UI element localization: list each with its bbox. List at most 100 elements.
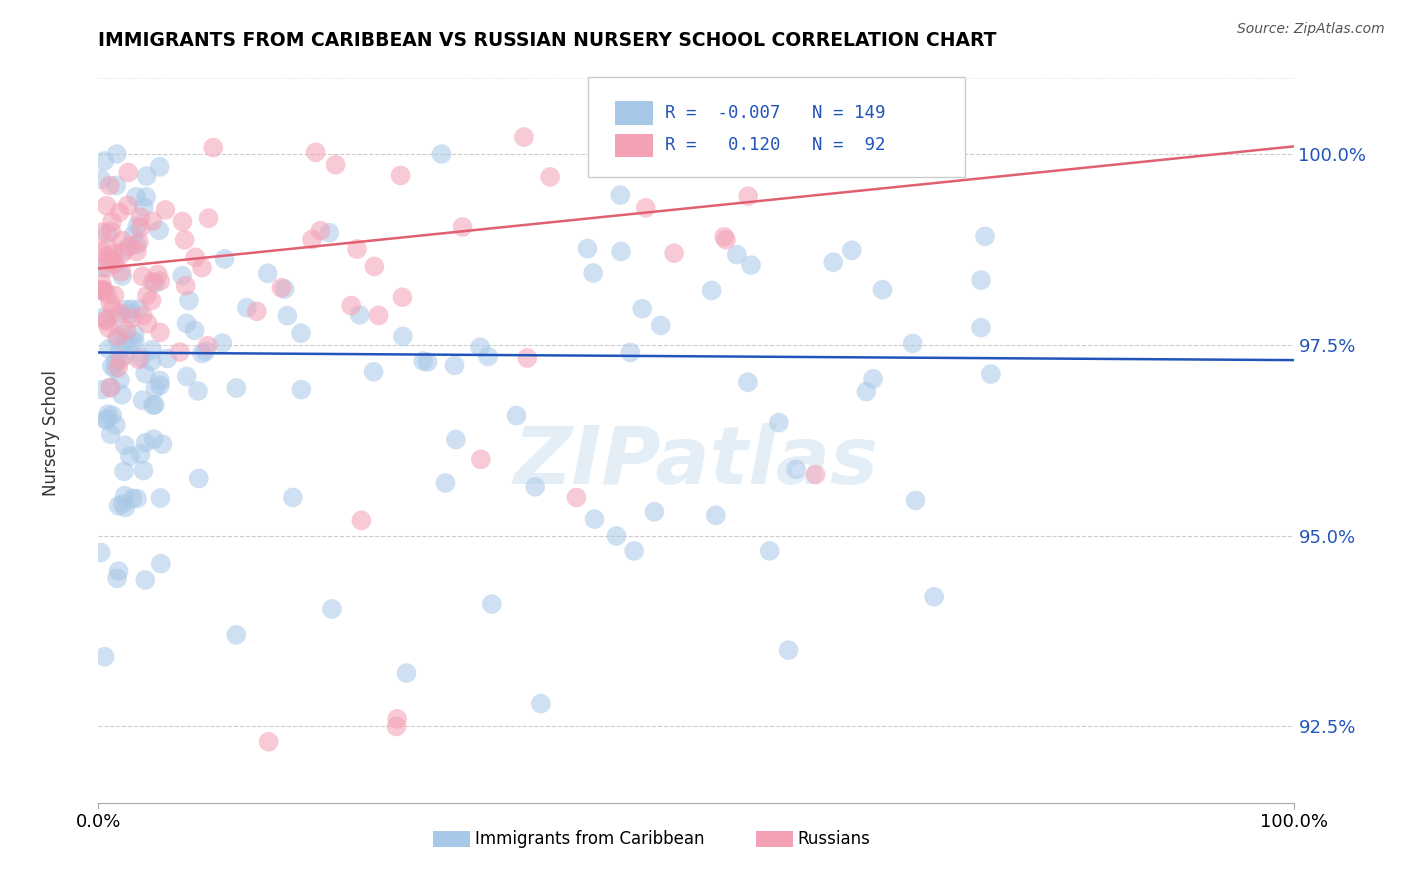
- Point: [96, 413, 118, 427]
- Point: [128, 235, 150, 250]
- Point: [176, 317, 198, 331]
- Point: [197, 339, 219, 353]
- Point: [605, 529, 627, 543]
- Point: [391, 290, 413, 304]
- Point: [129, 447, 152, 461]
- Point: [96, 315, 118, 329]
- Point: [583, 512, 606, 526]
- Point: [101, 252, 124, 267]
- Point: [443, 359, 465, 373]
- Point: [128, 352, 150, 367]
- Point: [96, 250, 118, 264]
- Point: [974, 229, 997, 244]
- Point: [290, 383, 312, 397]
- Point: [93, 283, 115, 297]
- Point: [901, 336, 924, 351]
- Point: [97, 226, 120, 240]
- Point: [169, 345, 191, 359]
- Point: [623, 544, 645, 558]
- Point: [257, 735, 280, 749]
- Point: [97, 254, 120, 268]
- Point: [505, 409, 527, 423]
- Point: [246, 304, 269, 318]
- Point: [100, 359, 122, 374]
- Point: [172, 268, 194, 283]
- Point: [768, 416, 790, 430]
- Point: [713, 230, 735, 244]
- Point: [214, 252, 236, 266]
- Point: [118, 450, 141, 464]
- Point: [97, 321, 120, 335]
- Point: [256, 266, 278, 280]
- Point: [96, 287, 118, 301]
- Point: [149, 274, 172, 288]
- Point: [576, 242, 599, 256]
- Point: [481, 597, 503, 611]
- Point: [110, 307, 132, 321]
- Point: [112, 464, 135, 478]
- Point: [728, 124, 751, 138]
- Point: [172, 214, 194, 228]
- Point: [98, 296, 121, 310]
- Point: [135, 435, 157, 450]
- Point: [105, 571, 128, 585]
- Point: [725, 247, 748, 261]
- Point: [148, 223, 170, 237]
- Point: [141, 354, 163, 368]
- Point: [236, 301, 259, 315]
- Point: [318, 226, 340, 240]
- Point: [135, 169, 157, 183]
- Point: [416, 355, 439, 369]
- Point: [125, 190, 148, 204]
- Point: [131, 269, 153, 284]
- Point: [143, 398, 166, 412]
- Point: [114, 335, 136, 350]
- Point: [114, 349, 136, 363]
- Point: [758, 544, 780, 558]
- Point: [444, 433, 467, 447]
- Point: [276, 309, 298, 323]
- Point: [290, 326, 312, 341]
- Point: [136, 288, 159, 302]
- Point: [273, 282, 295, 296]
- Point: [115, 302, 138, 317]
- Point: [340, 299, 363, 313]
- Point: [631, 301, 654, 316]
- Point: [197, 211, 219, 226]
- Point: [174, 278, 197, 293]
- Point: [121, 491, 143, 506]
- Point: [121, 335, 143, 350]
- Point: [125, 237, 148, 252]
- Point: [91, 383, 114, 397]
- Point: [434, 475, 457, 490]
- Point: [841, 244, 863, 258]
- Point: [105, 178, 128, 193]
- Bar: [614, 134, 652, 157]
- Point: [101, 215, 124, 229]
- Point: [90, 545, 112, 559]
- Point: [634, 201, 657, 215]
- Point: [91, 260, 114, 275]
- Point: [121, 311, 143, 326]
- Point: [451, 219, 474, 234]
- Point: [904, 493, 927, 508]
- Point: [804, 467, 827, 482]
- Point: [149, 373, 172, 387]
- Point: [98, 178, 121, 193]
- Point: [132, 309, 155, 323]
- Point: [105, 147, 128, 161]
- Point: [149, 491, 172, 505]
- Point: [700, 284, 723, 298]
- Point: [134, 367, 156, 381]
- Point: [131, 351, 153, 365]
- Point: [187, 384, 209, 398]
- Point: [100, 224, 122, 238]
- Point: [191, 260, 214, 275]
- Point: [610, 244, 633, 259]
- Point: [96, 199, 118, 213]
- Point: [111, 388, 134, 402]
- Point: [117, 198, 139, 212]
- Point: [132, 200, 155, 214]
- Point: [470, 452, 492, 467]
- Point: [96, 412, 118, 426]
